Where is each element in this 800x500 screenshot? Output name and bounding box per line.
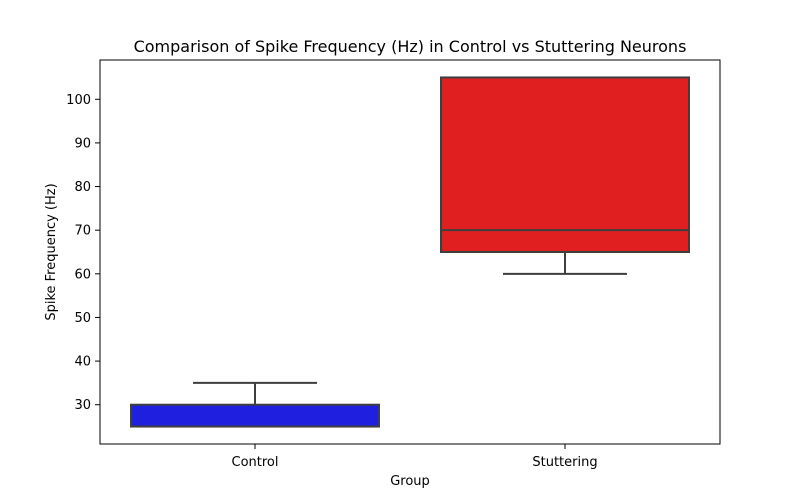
box-body bbox=[440, 76, 690, 253]
box-control bbox=[130, 381, 380, 428]
y-tick-label: 90 bbox=[74, 136, 91, 151]
y-tick-label: 80 bbox=[74, 180, 91, 195]
y-tick-label: 40 bbox=[74, 355, 91, 370]
y-axis: 30 40 50 60 70 80 90 100 bbox=[66, 93, 100, 413]
y-tick-label: 30 bbox=[74, 398, 91, 413]
y-tick-label: 60 bbox=[74, 267, 91, 282]
box-body bbox=[130, 403, 380, 428]
plot-frame bbox=[99, 59, 721, 445]
plot-area bbox=[130, 76, 690, 428]
x-tick-label: Control bbox=[232, 455, 279, 470]
x-tick-label: Stuttering bbox=[532, 455, 597, 470]
y-tick-label: 70 bbox=[74, 224, 91, 239]
box-stuttering bbox=[440, 76, 690, 275]
y-axis-label: Spike Frequency (Hz) bbox=[44, 183, 59, 320]
y-tick-label: 100 bbox=[66, 93, 91, 108]
x-axis: Control Stuttering bbox=[232, 444, 598, 470]
y-tick-label: 50 bbox=[74, 311, 91, 326]
x-axis-label: Group bbox=[390, 474, 430, 489]
chart-title: Comparison of Spike Frequency (Hz) in Co… bbox=[134, 37, 687, 56]
